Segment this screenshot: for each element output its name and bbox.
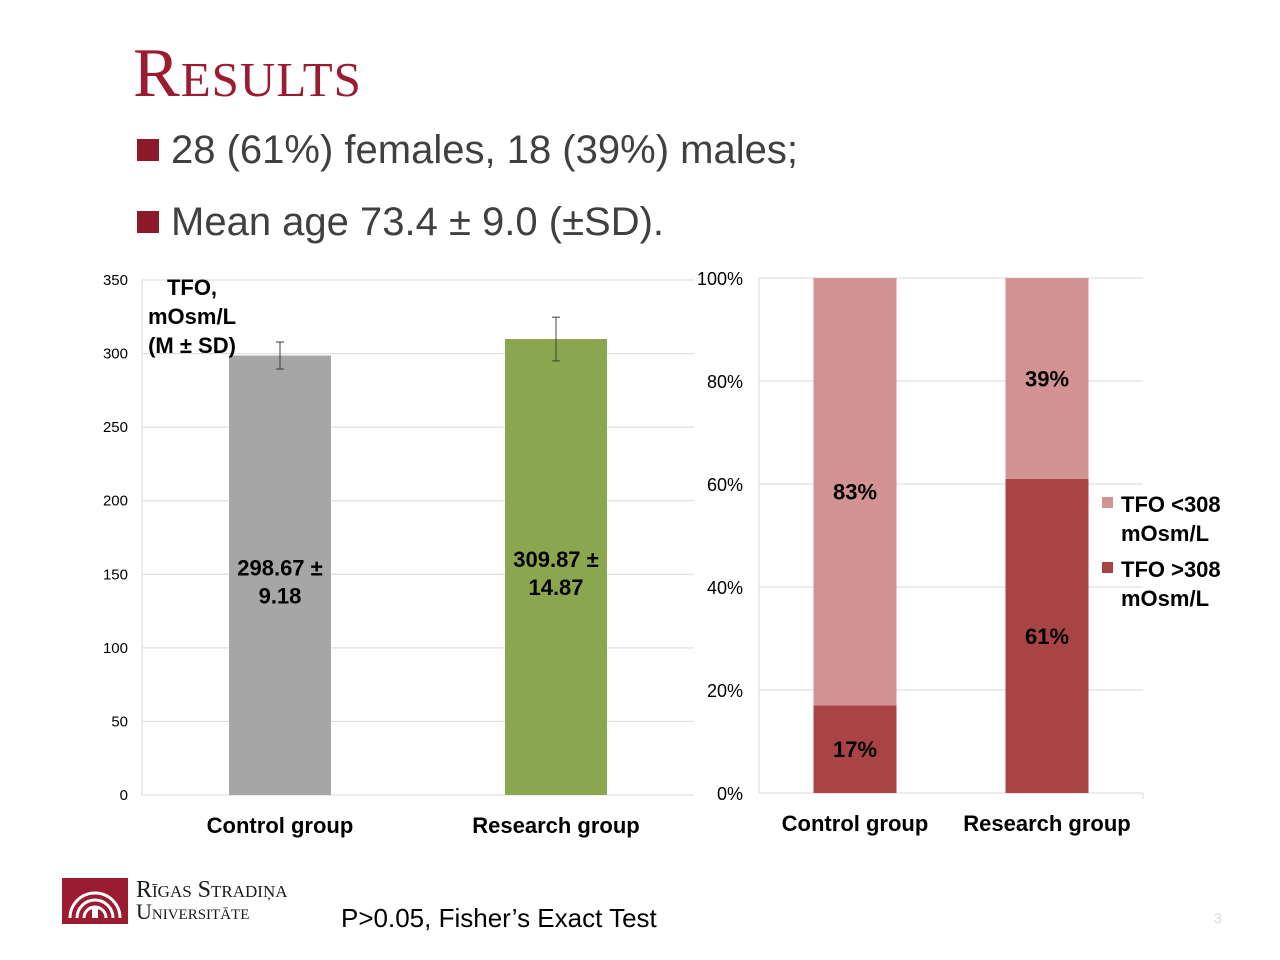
university-logo: Rīgas Stradiņa Universitāte [62,876,312,926]
y-tick-label: 50 [111,713,128,730]
y-tick-label: 0% [717,784,743,804]
data-label: 83% [833,480,877,505]
bullet-square-icon [137,211,159,233]
university-emblem-icon [62,878,128,924]
y-tick-label: 250 [103,419,128,436]
stacked-bar-segment [813,705,897,793]
x-tick-label: Research group [963,811,1131,836]
x-tick-label: Control group [782,811,929,836]
y-tick-label: 40% [707,578,743,598]
bullet-square-icon [137,139,159,161]
y-tick-label: 150 [103,566,128,583]
x-tick-label: Control group [207,813,354,838]
stacked-bar-segment [1005,478,1089,793]
data-label: 309.87 ±14.87 [513,547,598,600]
y-tick-label: 350 [103,272,128,289]
data-label: 298.67 ±9.18 [237,555,322,608]
y-tick-label: 20% [707,681,743,701]
data-label: 39% [1025,366,1069,391]
data-label: 17% [833,737,877,762]
footnote: P>0.05, Fisher’s Exact Test [341,903,657,933]
slide-title: Results [133,35,362,112]
page-number: 3 [1214,910,1222,926]
bullet-text: 28 (61%) females, 18 (39%) males; [171,127,798,172]
legend-swatch [1102,497,1113,508]
stacked-bar-segment [813,278,897,706]
logo-line-1: Rīgas Stradiņa [136,877,288,903]
y-tick-label: 100 [103,640,128,657]
legend-swatch [1102,562,1113,573]
y-tick-label: 60% [707,475,743,495]
y-tick-label: 80% [707,372,743,392]
bar [229,355,331,795]
bullet-item: 28 (61%) females, 18 (39%) males; [137,126,798,174]
stacked-bar-segment [1005,278,1089,479]
logo-line-2: Universitāte [136,899,250,924]
legend-label: TFO <308 mOsm/L [1121,492,1221,546]
data-label: 61% [1025,624,1069,649]
y-tick-label: 200 [103,493,128,510]
bullet-text: Mean age 73.4 ± 9.0 (±SD). [171,199,665,244]
x-tick-label: Research group [472,813,640,838]
bullet-item: Mean age 73.4 ± 9.0 (±SD). [137,198,664,246]
y-tick-label: 100% [697,269,743,289]
y-tick-label: 300 [103,346,128,363]
y-axis-title: TFO, mOsm/L (M ± SD) [148,275,236,358]
legend-label: TFO >308 mOsm/L [1121,557,1221,611]
y-tick-label: 0 [120,787,128,804]
bar [505,339,607,795]
